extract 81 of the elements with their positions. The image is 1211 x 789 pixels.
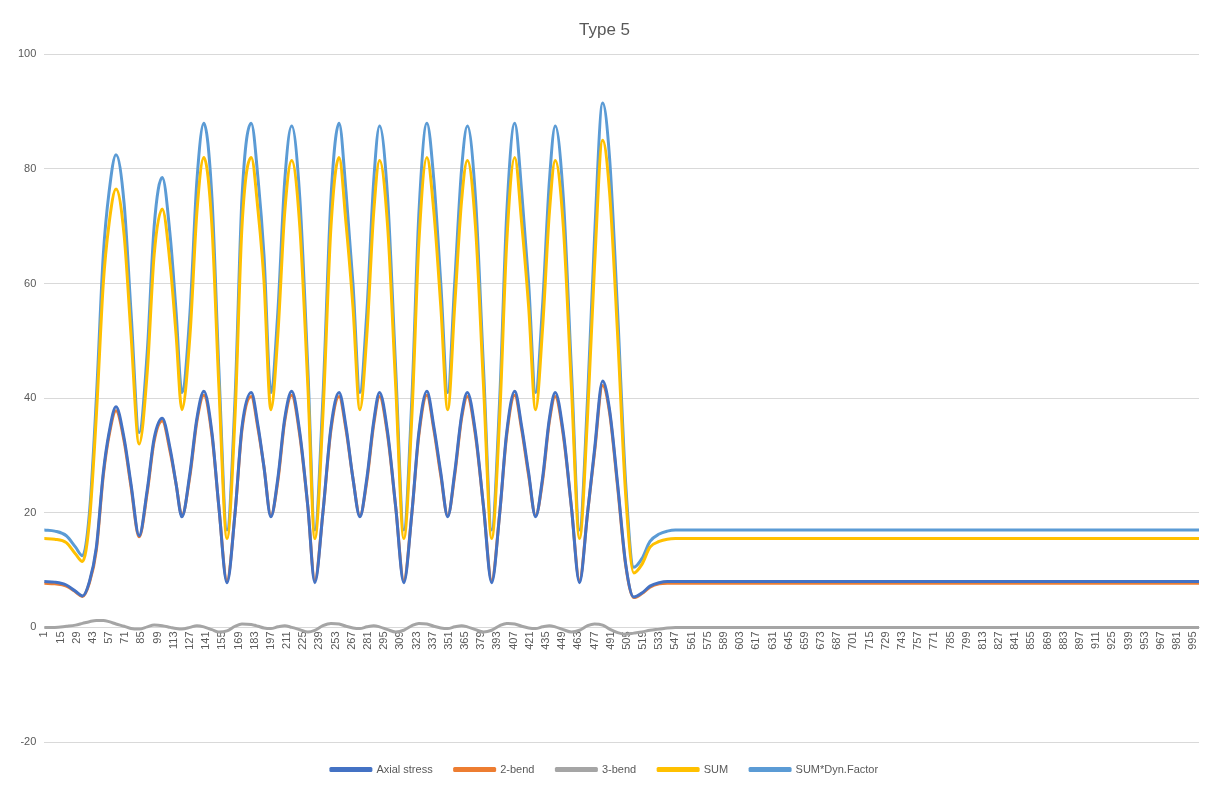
x-tick-label: 379 bbox=[474, 631, 487, 650]
x-tick-label: 477 bbox=[587, 631, 600, 650]
x-tick-label: 561 bbox=[684, 631, 697, 650]
x-tick-label: 169 bbox=[231, 631, 244, 650]
x-tick-label: 1 bbox=[37, 631, 50, 638]
x-tick-label: 113 bbox=[166, 631, 179, 649]
x-tick-label: 435 bbox=[539, 631, 551, 650]
y-tick-label: -20 bbox=[20, 735, 37, 748]
y-tick-label: 40 bbox=[24, 391, 37, 404]
x-tick-label: 393 bbox=[490, 631, 503, 650]
x-tick-label: 533 bbox=[652, 631, 665, 650]
x-tick-label: 743 bbox=[894, 631, 907, 650]
x-tick-label: 659 bbox=[797, 631, 810, 650]
legend-label: Axial stress bbox=[376, 762, 434, 775]
x-tick-label: 785 bbox=[943, 631, 956, 650]
x-tick-label: 813 bbox=[975, 631, 988, 650]
x-tick-label: 547 bbox=[668, 631, 681, 650]
x-tick-label: 337 bbox=[425, 631, 438, 650]
x-tick-label: 939 bbox=[1121, 631, 1134, 650]
x-tick-label: 869 bbox=[1040, 631, 1053, 650]
legend-label: 3-bend bbox=[601, 762, 637, 775]
y-tick-label: 60 bbox=[24, 276, 37, 289]
x-tick-label: 589 bbox=[717, 631, 729, 650]
x-tick-label: 281 bbox=[361, 631, 374, 650]
x-tick-label: 981 bbox=[1170, 631, 1183, 650]
x-tick-label: 631 bbox=[765, 631, 778, 650]
x-tick-label: 855 bbox=[1024, 631, 1037, 650]
x-tick-label: 211 bbox=[280, 631, 293, 649]
x-tick-label: 351 bbox=[441, 631, 454, 650]
x-tick-label: 449 bbox=[555, 631, 568, 650]
x-tick-label: 295 bbox=[377, 631, 390, 650]
x-tick-label: 43 bbox=[85, 631, 98, 644]
x-tick-label: 687 bbox=[830, 631, 843, 650]
x-tick-label: 841 bbox=[1008, 631, 1021, 650]
x-tick-label: 57 bbox=[102, 631, 115, 644]
x-tick-label: 757 bbox=[911, 631, 924, 650]
x-tick-label: 897 bbox=[1072, 631, 1085, 650]
y-tick-label: 20 bbox=[24, 505, 37, 518]
x-tick-label: 491 bbox=[603, 631, 616, 650]
x-tick-label: 925 bbox=[1105, 631, 1118, 650]
x-tick-label: 421 bbox=[522, 631, 535, 650]
legend-label: SUM bbox=[703, 762, 729, 775]
x-tick-label: 127 bbox=[183, 631, 196, 650]
chart-title: Type 5 bbox=[578, 19, 631, 39]
x-tick-label: 407 bbox=[506, 631, 519, 650]
x-tick-label: 673 bbox=[814, 631, 827, 650]
x-tick-label: 183 bbox=[247, 631, 260, 650]
y-tick-label: 0 bbox=[30, 620, 37, 633]
x-tick-label: 617 bbox=[749, 631, 762, 650]
x-tick-label: 575 bbox=[700, 631, 713, 650]
x-tick-label: 29 bbox=[69, 631, 82, 644]
x-tick-label: 603 bbox=[733, 631, 746, 650]
x-tick-label: 799 bbox=[959, 631, 972, 650]
x-tick-label: 141 bbox=[199, 631, 212, 650]
legend-label: 2-bend bbox=[500, 762, 535, 775]
x-tick-label: 197 bbox=[263, 631, 276, 650]
x-tick-label: 827 bbox=[992, 631, 1005, 650]
legend-label: SUM*Dyn.Factor bbox=[795, 762, 879, 775]
x-tick-label: 463 bbox=[571, 631, 584, 650]
x-tick-label: 99 bbox=[150, 631, 163, 644]
x-tick-label: 323 bbox=[409, 631, 422, 650]
x-tick-label: 701 bbox=[846, 631, 859, 650]
x-tick-label: 967 bbox=[1153, 631, 1166, 650]
x-tick-label: 85 bbox=[134, 631, 147, 644]
x-tick-label: 71 bbox=[118, 631, 131, 644]
x-tick-label: 15 bbox=[53, 631, 66, 644]
y-tick-label: 100 bbox=[17, 47, 37, 60]
x-tick-label: 253 bbox=[328, 631, 341, 650]
x-tick-label: 771 bbox=[927, 631, 940, 650]
x-tick-label: 239 bbox=[312, 631, 325, 650]
x-tick-label: 365 bbox=[458, 631, 471, 650]
x-tick-label: 883 bbox=[1056, 631, 1069, 650]
x-tick-label: 953 bbox=[1137, 631, 1150, 650]
x-tick-label: 911 bbox=[1089, 631, 1102, 649]
x-tick-label: 715 bbox=[862, 631, 875, 650]
y-tick-label: 80 bbox=[24, 162, 37, 175]
x-tick-label: 225 bbox=[296, 631, 309, 650]
x-tick-label: 267 bbox=[344, 631, 357, 650]
x-tick-label: 645 bbox=[781, 631, 794, 650]
x-tick-label: 729 bbox=[878, 631, 891, 650]
x-tick-label: 995 bbox=[1186, 631, 1199, 650]
